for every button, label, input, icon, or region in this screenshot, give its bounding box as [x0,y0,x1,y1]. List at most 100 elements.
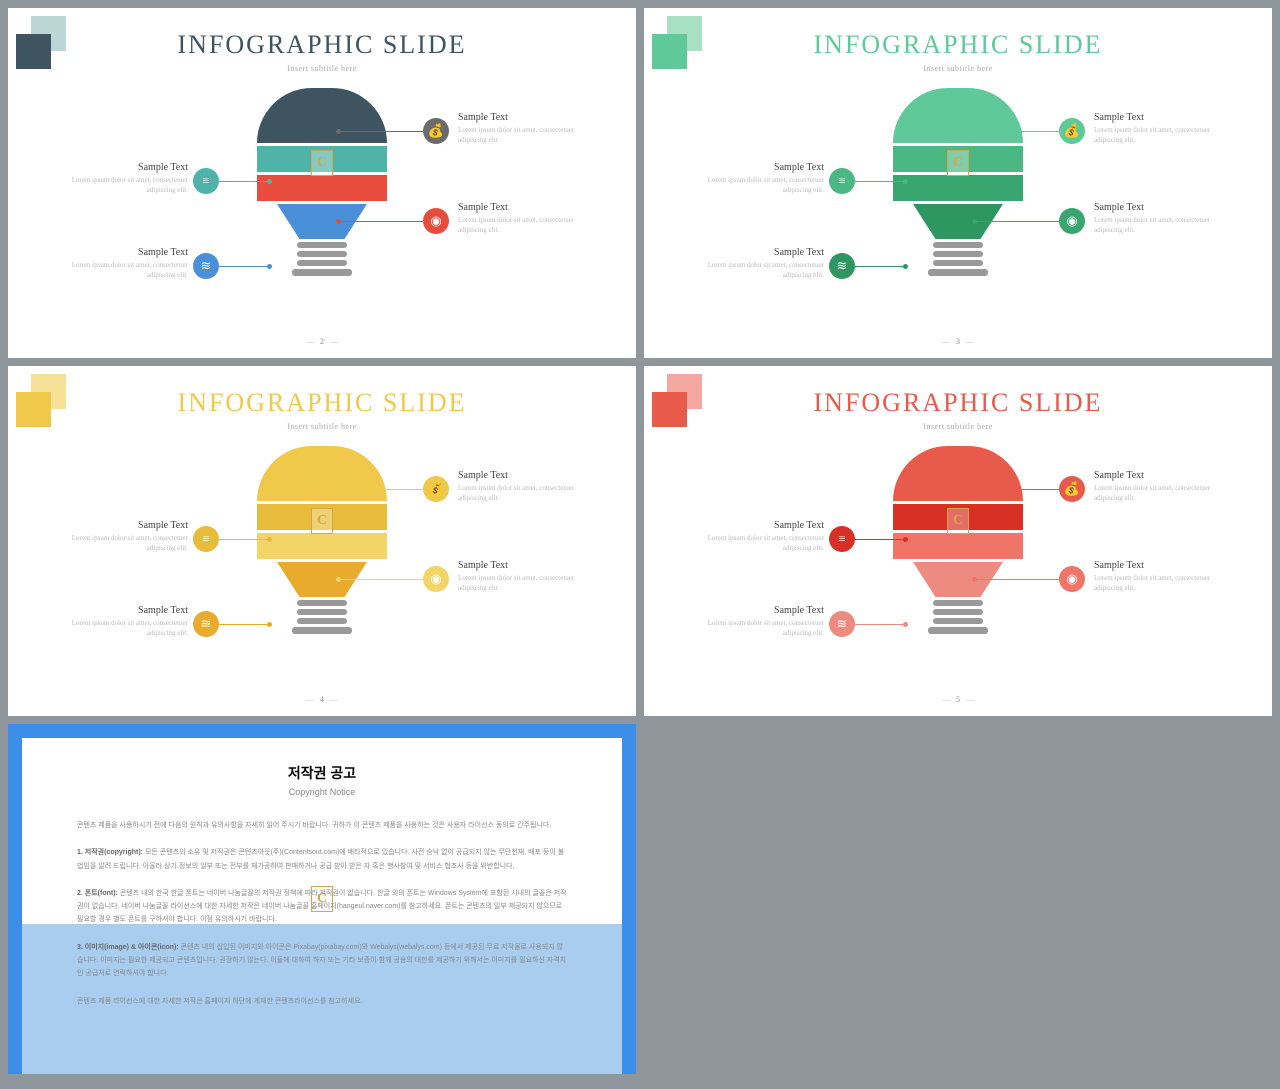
connector-line [338,489,423,490]
callout-block: Sample Text Lorem ipsum dolor sit amet, … [43,520,188,554]
page-number: 4 [300,695,344,704]
infographic-slide: INFOGRAPHIC SLIDE Insert subtitle here C… [8,8,636,358]
callout-text: Lorem ipsum dolor sit amet, consectetuer… [679,176,824,196]
copyright-para: 콘텐츠 제품 라이선스에 대한 자세한 저작은 홈페이지 하단에 게재한 콘텐츠… [77,995,567,1008]
copyright-content: 저작권 공고 Copyright Notice 콘텐츠 제품을 사용하시기 전에… [77,763,567,1008]
corner-decoration [652,16,717,71]
slide-subtitle: Insert subtitle here [8,64,636,73]
connector-dot [267,622,272,627]
callout-title: Sample Text [679,247,824,258]
connector-line [855,266,905,267]
callout-block: Sample Text Lorem ipsum dolor sit amet, … [679,520,824,554]
callout-title: Sample Text [1094,560,1239,571]
callout-text: Lorem ipsum dolor sit amet, consectetuer… [679,619,824,639]
callout-icon: 💰 [1059,476,1085,502]
callout-icon: ≡ [829,526,855,552]
callout-title: Sample Text [43,247,188,258]
connector-dot [903,537,908,542]
slide-subtitle: Insert subtitle here [8,422,636,431]
callout-block: Sample Text Lorem ipsum dolor sit amet, … [679,247,824,281]
bulb-base [297,600,347,634]
connector-dot [336,219,341,224]
connector-line [974,221,1059,222]
callout-title: Sample Text [458,560,603,571]
callout-icon: ≋ [193,253,219,279]
callout-title: Sample Text [458,470,603,481]
slide-title: INFOGRAPHIC SLIDE [644,30,1272,60]
infographic-slide: INFOGRAPHIC SLIDE Insert subtitle here C… [644,8,1272,358]
callout-icon: 💰 [423,118,449,144]
callout-icon: ◉ [1059,566,1085,592]
center-badge: C [947,150,969,176]
connector-dot [972,577,977,582]
callout-block: Sample Text Lorem ipsum dolor sit amet, … [1094,470,1239,504]
bulb-base [933,242,983,276]
center-badge: C [311,150,333,176]
center-badge: C [947,508,969,534]
copyright-para: 콘텐츠 제품을 사용하시기 전에 다음의 원칙과 유의사항을 자세히 읽어 주시… [77,819,567,832]
connector-dot [903,179,908,184]
callout-icon: ≋ [193,611,219,637]
page-number: 5 [936,695,980,704]
infographic-slide: INFOGRAPHIC SLIDE Insert subtitle here C… [644,366,1272,716]
callout-icon: ◉ [1059,208,1085,234]
connector-line [338,131,423,132]
slide-content: C Sample Text Lorem ipsum dolor sit amet… [644,88,1272,328]
copyright-slide: 저작권 공고 Copyright Notice 콘텐츠 제품을 사용하시기 전에… [8,724,636,1074]
slide-title: INFOGRAPHIC SLIDE [644,388,1272,418]
callout-title: Sample Text [43,520,188,531]
lightbulb-graphic: C [257,88,387,288]
connector-dot [336,129,341,134]
connector-line [338,579,423,580]
callout-text: Lorem ipsum dolor sit amet, consectetuer… [43,261,188,281]
callout-block: Sample Text Lorem ipsum dolor sit amet, … [1094,202,1239,236]
copyright-title: 저작권 공고 [77,763,567,783]
connector-dot [903,622,908,627]
callout-block: Sample Text Lorem ipsum dolor sit amet, … [1094,112,1239,146]
connector-dot [267,537,272,542]
callout-block: Sample Text Lorem ipsum dolor sit amet, … [679,162,824,196]
callout-block: Sample Text Lorem ipsum dolor sit amet, … [43,162,188,196]
callout-text: Lorem ipsum dolor sit amet, consectetuer… [1094,574,1239,594]
callout-title: Sample Text [43,605,188,616]
callout-icon: ≡ [193,168,219,194]
corner-decoration [652,374,717,429]
bulb-base [933,600,983,634]
connector-dot [336,577,341,582]
connector-line [219,624,269,625]
page-number: 2 [300,337,344,346]
connector-dot [903,264,908,269]
callout-text: Lorem ipsum dolor sit amet, consectetuer… [458,484,603,504]
callout-block: Sample Text Lorem ipsum dolor sit amet, … [1094,560,1239,594]
slide-content: C Sample Text Lorem ipsum dolor sit amet… [644,446,1272,686]
lightbulb-graphic: C [257,446,387,646]
callout-text: Lorem ipsum dolor sit amet, consectetuer… [458,126,603,146]
connector-line [974,489,1059,490]
slide-title: INFOGRAPHIC SLIDE [8,388,636,418]
empty-cell [644,724,1272,1074]
callout-title: Sample Text [679,605,824,616]
callout-block: Sample Text Lorem ipsum dolor sit amet, … [458,112,603,146]
callout-text: Lorem ipsum dolor sit amet, consectetuer… [43,619,188,639]
slide-subtitle: Insert subtitle here [644,64,1272,73]
callout-title: Sample Text [458,202,603,213]
infographic-slide: INFOGRAPHIC SLIDE Insert subtitle here C… [8,366,636,716]
callout-text: Lorem ipsum dolor sit amet, consectetuer… [1094,484,1239,504]
callout-icon: ≡ [193,526,219,552]
callout-icon: ≋ [829,253,855,279]
callout-block: Sample Text Lorem ipsum dolor sit amet, … [458,470,603,504]
slide-subtitle: Insert subtitle here [644,422,1272,431]
connector-dot [267,264,272,269]
callout-icon: 💰 [423,476,449,502]
callout-title: Sample Text [1094,470,1239,481]
connector-line [974,131,1059,132]
connector-line [855,624,905,625]
slide-content: C Sample Text Lorem ipsum dolor sit amet… [8,88,636,328]
callout-text: Lorem ipsum dolor sit amet, consectetuer… [458,216,603,236]
callout-icon: ◉ [423,208,449,234]
copyright-para: 2. 폰트(font): 콘텐츠 내의 한국 한글 폰트는 네이버 나눔글꼴의 … [77,887,567,927]
callout-block: Sample Text Lorem ipsum dolor sit amet, … [458,202,603,236]
callout-block: Sample Text Lorem ipsum dolor sit amet, … [43,605,188,639]
copyright-subtitle: Copyright Notice [77,787,567,797]
callout-title: Sample Text [679,162,824,173]
